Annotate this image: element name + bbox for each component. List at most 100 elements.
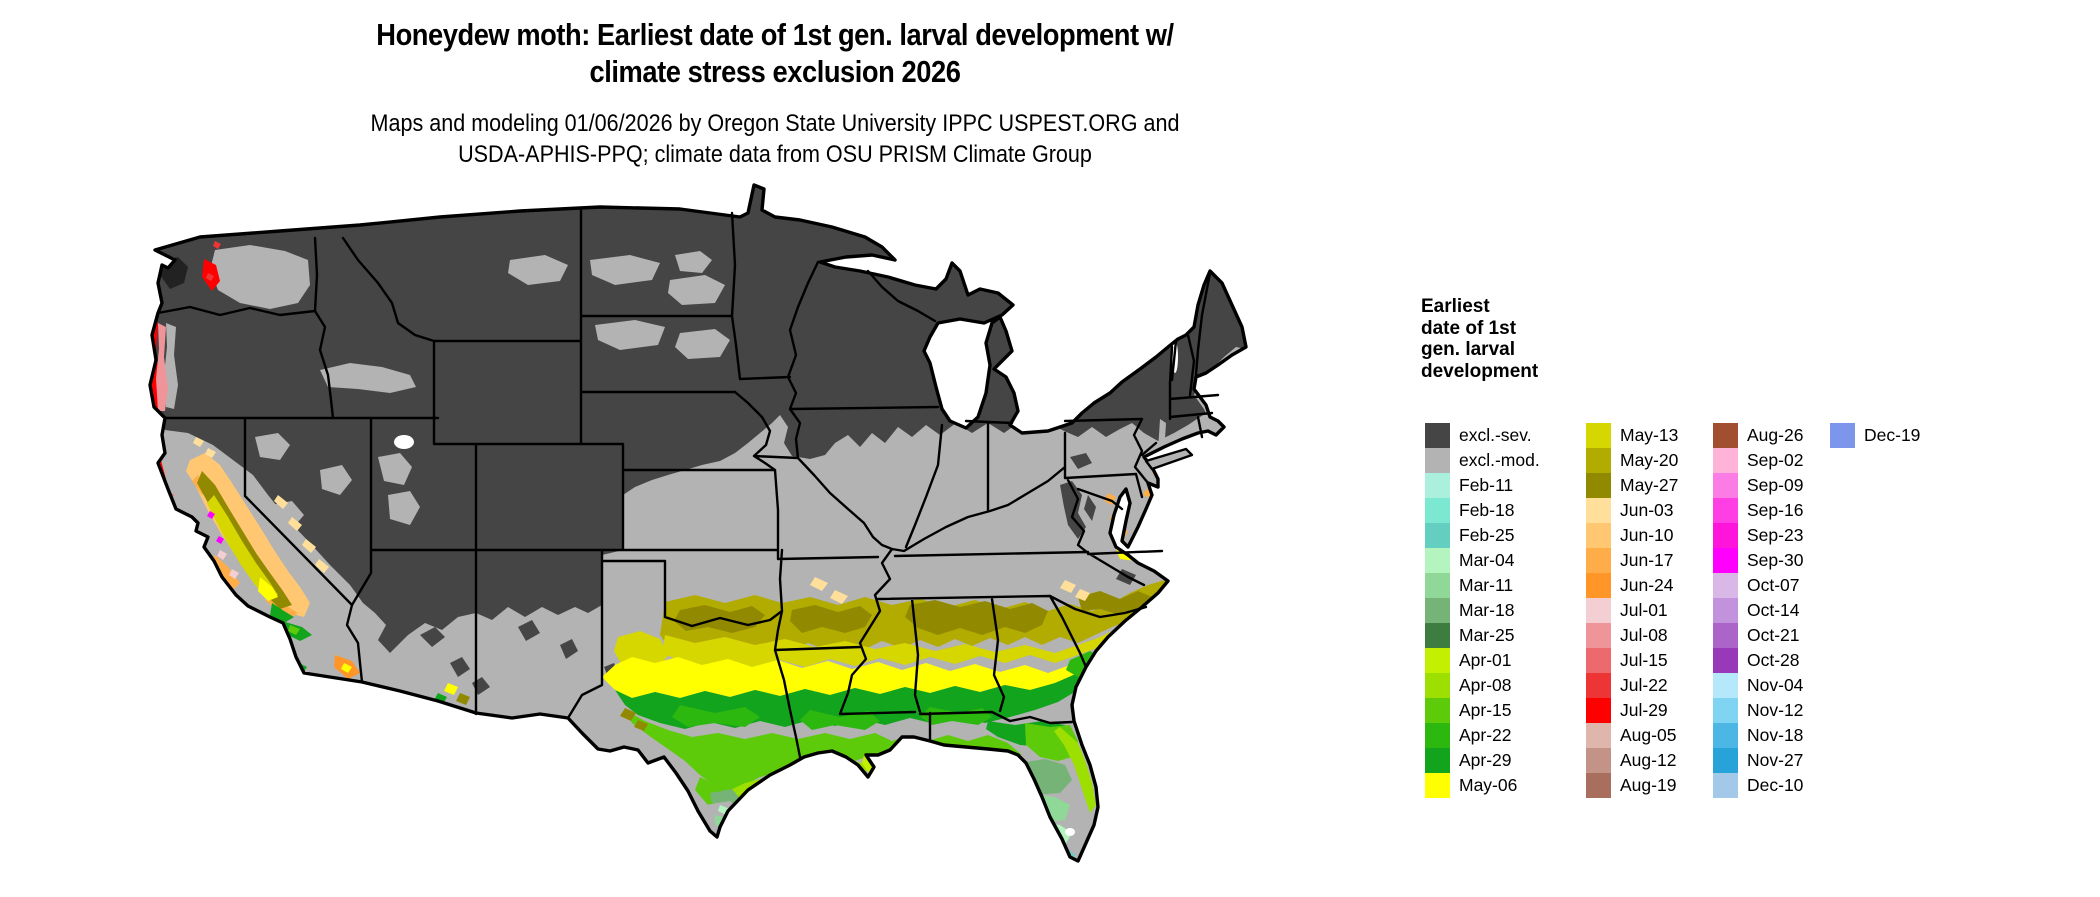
legend-swatch — [1586, 748, 1611, 773]
legend-swatch — [1713, 498, 1738, 523]
legend-swatch — [1586, 473, 1611, 498]
legend-label: Dec-10 — [1747, 775, 1804, 795]
legend-label: Jul-08 — [1620, 625, 1668, 645]
legend-label: Apr-15 — [1459, 700, 1512, 720]
legend-swatch — [1713, 423, 1738, 448]
legend-swatch — [1713, 623, 1738, 648]
long-island — [1144, 447, 1194, 471]
legend-label: Sep-23 — [1747, 525, 1804, 545]
legend-label: Jul-01 — [1620, 600, 1668, 620]
legend-label: excl.-sev. — [1459, 425, 1532, 445]
legend-entry: Apr-29 — [1425, 748, 1540, 773]
legend-title-line1: Earliest — [1421, 296, 1490, 317]
legend-swatch — [1425, 773, 1450, 798]
legend-entry: Jul-22 — [1586, 673, 1678, 698]
legend-entry: Oct-21 — [1713, 623, 1803, 648]
legend-swatch — [1586, 773, 1611, 798]
legend-entry: excl.-mod. — [1425, 448, 1540, 473]
legend-label: Nov-27 — [1747, 750, 1804, 770]
region-california — [186, 437, 360, 679]
legend-swatch — [1586, 623, 1611, 648]
legend-entry: Sep-30 — [1713, 548, 1803, 573]
legend-entry: Jun-10 — [1586, 523, 1678, 548]
legend-entry: Jul-01 — [1586, 598, 1678, 623]
legend-swatch — [1586, 698, 1611, 723]
legend-label: Aug-05 — [1620, 725, 1677, 745]
legend-entry: Jul-08 — [1586, 623, 1678, 648]
legend-column-2: May-13 May-20 May-27 Jun-03 Jun-10 Jun-17 Jun-… — [1586, 423, 1678, 798]
legend-label: May-13 — [1620, 425, 1679, 445]
legend-entry: Jun-03 — [1586, 498, 1678, 523]
legend-label: Mar-11 — [1459, 575, 1514, 595]
legend-label: Sep-16 — [1747, 500, 1804, 520]
legend-entry: Jul-29 — [1586, 698, 1678, 723]
legend-label: Mar-18 — [1459, 600, 1515, 620]
legend-label: Jun-17 — [1620, 550, 1674, 570]
legend-swatch — [1713, 723, 1738, 748]
legend-label: Nov-12 — [1747, 700, 1804, 720]
legend-entry: Nov-27 — [1713, 748, 1803, 773]
legend-swatch — [1713, 598, 1738, 623]
legend-label: Oct-28 — [1747, 650, 1800, 670]
legend-swatch — [1586, 423, 1611, 448]
legend-label: Jun-03 — [1620, 500, 1674, 520]
great-salt-lake — [394, 435, 414, 449]
legend-swatch — [1713, 523, 1738, 548]
legend-label: Sep-30 — [1747, 550, 1804, 570]
map-subtitle-line2: USDA-APHIS-PPQ; climate data from OSU PR… — [458, 141, 1092, 168]
legend-label: Aug-26 — [1747, 425, 1804, 445]
legend-entry: Aug-05 — [1586, 723, 1678, 748]
us-map-svg — [148, 183, 1248, 863]
legend-entry: Mar-25 — [1425, 623, 1540, 648]
legend-label: Sep-09 — [1747, 475, 1804, 495]
legend-swatch — [1425, 448, 1450, 473]
legend-entry: Apr-01 — [1425, 648, 1540, 673]
legend-title-line4: development — [1421, 360, 1539, 382]
legend-entry: Sep-09 — [1713, 473, 1803, 498]
legend-swatch — [1425, 698, 1450, 723]
band-may06 — [602, 613, 1156, 698]
state-borders — [156, 207, 1220, 759]
legend-swatch — [1713, 573, 1738, 598]
legend-swatch — [1425, 623, 1450, 648]
legend-swatch — [1586, 673, 1611, 698]
legend-swatch — [1425, 473, 1450, 498]
legend-entry: Dec-19 — [1830, 423, 1920, 448]
lake-okeechobee — [1065, 828, 1075, 836]
legend-label: May-06 — [1459, 775, 1518, 795]
legend-label: Jun-10 — [1620, 525, 1674, 545]
legend-entry: Apr-15 — [1425, 698, 1540, 723]
legend-swatch — [1713, 698, 1738, 723]
map-subtitle: Maps and modeling 01/06/2026 by Oregon S… — [93, 108, 1457, 170]
legend-label: Oct-14 — [1747, 600, 1800, 620]
legend-label: May-27 — [1620, 475, 1679, 495]
legend-swatch — [1586, 648, 1611, 673]
legend-swatch — [1713, 773, 1738, 798]
legend-entry: Jul-15 — [1586, 648, 1678, 673]
legend-swatch — [1830, 423, 1855, 448]
legend-label: Sep-02 — [1747, 450, 1804, 470]
legend-swatch — [1425, 548, 1450, 573]
legend-swatch — [1586, 598, 1611, 623]
legend-swatch — [1586, 523, 1611, 548]
legend-label: Feb-18 — [1459, 500, 1515, 520]
legend-swatch — [1425, 523, 1450, 548]
legend-entry: Feb-11 — [1425, 473, 1540, 498]
legend-swatch — [1425, 598, 1450, 623]
legend-label: Apr-01 — [1459, 650, 1512, 670]
legend-title: Earliest date of 1st gen. larval develop… — [1421, 296, 2061, 382]
legend-label: Aug-12 — [1620, 750, 1677, 770]
legend-entry: Aug-26 — [1713, 423, 1803, 448]
legend-column-4: Dec-19 — [1830, 423, 1920, 448]
legend-entry: Oct-14 — [1713, 598, 1803, 623]
legend-entry: Jun-24 — [1586, 573, 1678, 598]
legend-swatch — [1713, 748, 1738, 773]
legend-entry: May-20 — [1586, 448, 1678, 473]
legend-entry: May-06 — [1425, 773, 1540, 798]
legend-label: Aug-19 — [1620, 775, 1677, 795]
legend-swatch — [1713, 548, 1738, 573]
legend-entry: May-27 — [1586, 473, 1678, 498]
legend-label: Feb-25 — [1459, 525, 1515, 545]
legend-entry: Apr-08 — [1425, 673, 1540, 698]
